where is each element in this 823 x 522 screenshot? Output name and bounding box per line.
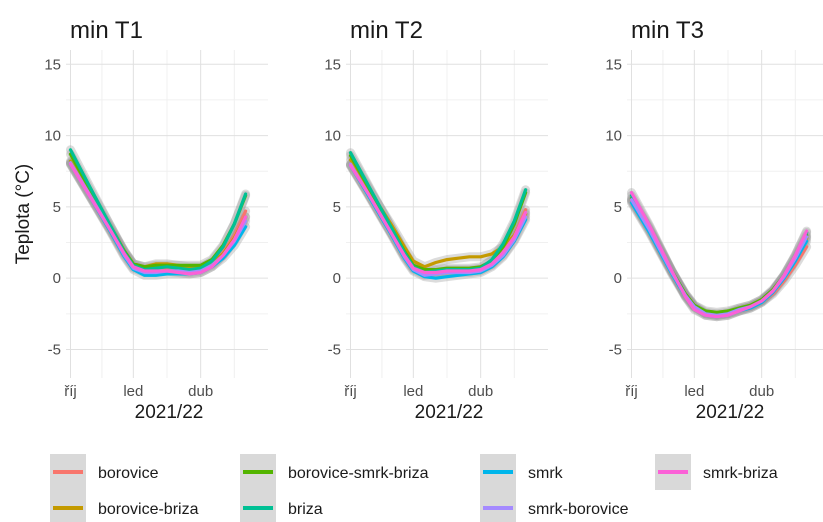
panel-3: min T3 -5 0 5 10 15 říj led dub 2021/22 <box>605 17 823 423</box>
x-tick-label: led <box>684 383 704 400</box>
x-tick-label: říj <box>64 383 77 400</box>
legend-item: borovice <box>50 454 159 490</box>
y-tick-label: 15 <box>605 56 622 73</box>
y-tick-label: 10 <box>605 128 622 145</box>
y-tick-label: 0 <box>53 270 61 287</box>
legend-item: briza <box>240 490 323 522</box>
legend-label: borovice <box>98 465 159 482</box>
panel-title: min T1 <box>70 17 143 44</box>
x-tick-label: led <box>123 383 143 400</box>
legend-item: smrk <box>480 454 564 490</box>
y-tick-label: -5 <box>328 341 341 358</box>
panel-title: min T2 <box>350 17 423 44</box>
legend-item: borovice-briza <box>50 490 199 522</box>
x-tick-label: dub <box>749 383 774 400</box>
x-tick-label: říj <box>344 383 357 400</box>
y-tick-label: 5 <box>53 199 61 216</box>
panel-2: min T2 -5 0 5 10 15 říj led dub 2021/22 <box>324 17 548 423</box>
x-tick-label: dub <box>188 383 213 400</box>
x-axis-label: 2021/22 <box>135 402 204 423</box>
panel-series <box>627 188 812 322</box>
series-line-smrk-briza <box>629 191 809 319</box>
y-axis-label: Teplota (°C) <box>13 164 34 265</box>
y-tick-label: 5 <box>333 199 341 216</box>
legend-label: smrk <box>528 465 564 482</box>
legend-label: smrk-briza <box>703 465 778 482</box>
legend-item: smrk-borovice <box>480 490 629 522</box>
x-tick-label: říj <box>625 383 638 400</box>
x-axis-label: 2021/22 <box>696 402 765 423</box>
panel-series <box>346 148 531 283</box>
legend-item: borovice-smrk-briza <box>240 454 429 490</box>
y-tick-label: 15 <box>324 56 341 73</box>
y-tick-label: 10 <box>324 128 341 145</box>
panel-background <box>627 50 823 378</box>
x-tick-label: dub <box>468 383 493 400</box>
x-tick-label: led <box>403 383 423 400</box>
y-tick-label: -5 <box>609 341 622 358</box>
panel-title: min T3 <box>631 17 704 44</box>
legend: borovice borovice-briza borovice-smrk-briz… <box>50 454 778 522</box>
legend-item: smrk-briza <box>655 454 778 490</box>
y-tick-label: 15 <box>44 56 61 73</box>
series-line-briza <box>68 148 248 272</box>
y-tick-label: 0 <box>333 270 341 287</box>
legend-label: borovice-briza <box>98 501 199 518</box>
x-axis-label: 2021/22 <box>415 402 484 423</box>
legend-label: smrk-borovice <box>528 501 629 518</box>
panel-series <box>66 145 251 280</box>
legend-label: borovice-smrk-briza <box>288 465 429 482</box>
series-line-smrk-briza <box>68 162 248 276</box>
panel-1: min T1 -5 0 5 10 15 říj led dub 2021/22 <box>44 17 268 423</box>
series-line-smrk-briza <box>348 163 528 275</box>
y-tick-label: 5 <box>614 199 622 216</box>
y-tick-label: 0 <box>614 270 622 287</box>
legend-label: briza <box>288 501 323 518</box>
y-tick-label: -5 <box>48 341 61 358</box>
y-tick-label: 10 <box>44 128 61 145</box>
